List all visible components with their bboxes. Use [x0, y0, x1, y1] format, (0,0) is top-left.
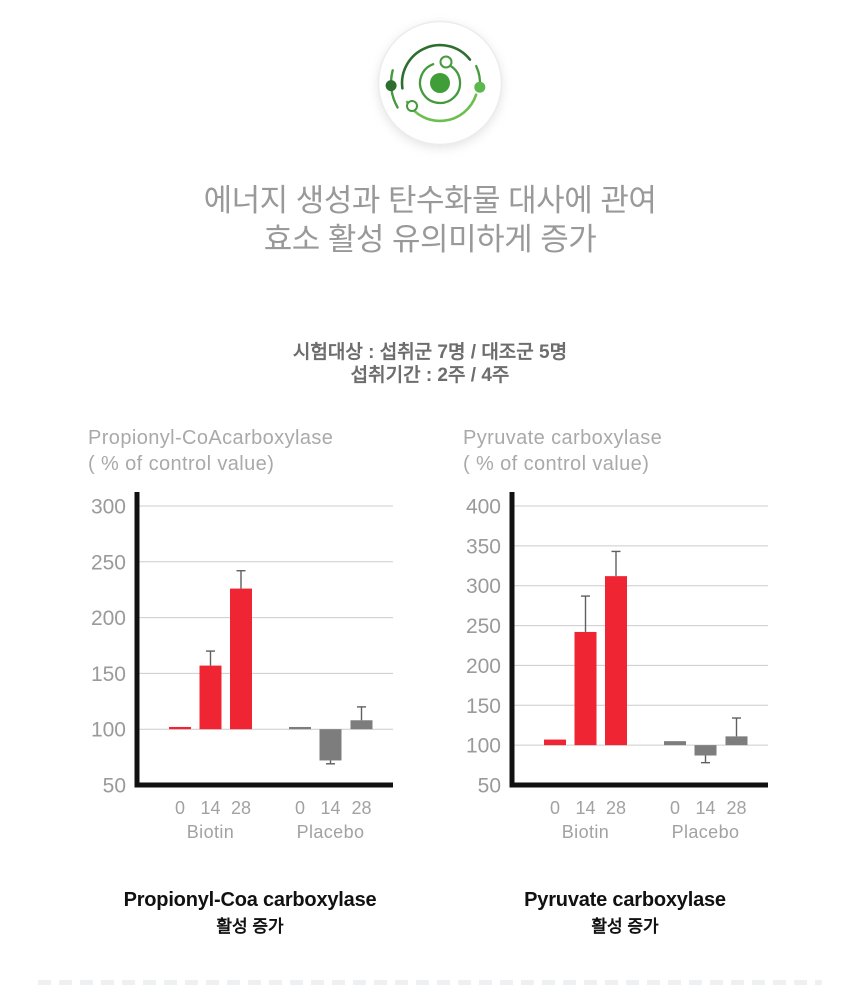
chart-title: Pyruvate carboxylase ( % of control valu… [463, 425, 662, 477]
bar-placebo-day28 [350, 720, 373, 730]
chart-title-text: Pyruvate carboxylase [463, 427, 663, 449]
x-tick-label: 0 [550, 798, 560, 818]
y-tick-label: 50 [103, 775, 126, 798]
chart-caption-main: Propionyl-Coa carboxylase [123, 889, 377, 911]
x-tick-label: 0 [295, 798, 305, 818]
group-label-placebo: Placebo [672, 822, 740, 842]
icon-electron-dark [385, 80, 397, 92]
chart-caption: Propionyl-Coa carboxylase 활성 증가 [85, 888, 415, 937]
chart-title-text: Propionyl-CoAcarboxylase [88, 427, 334, 449]
atom-orbit-icon-svg [377, 20, 503, 146]
bar-biotin-day28 [230, 588, 252, 730]
bar-placebo-day0 [664, 741, 686, 746]
icon-electron-light [474, 81, 486, 93]
chart-unit-label: ( % of control value) [463, 453, 650, 475]
page-title: 에너지 생성과 탄수화물 대사에 관여 효소 활성 유의미하게 증가 [0, 181, 860, 259]
bar-placebo-day14 [319, 729, 342, 761]
chart-caption: Pyruvate carboxylase 활성 증가 [460, 888, 790, 937]
bar-biotin-day14 [574, 631, 597, 746]
chart-pyruvate-carboxylase: Pyruvate carboxylase ( % of control valu… [460, 425, 790, 965]
bar-placebo-day0 [289, 726, 311, 730]
bar-placebo-day14 [694, 745, 717, 756]
chart-caption-sub: 활성 증가 [216, 917, 284, 936]
icon-nucleus-dot [430, 73, 450, 93]
y-tick-label: 50 [478, 775, 501, 798]
x-tick-label: 14 [200, 798, 220, 818]
chart-unit-label: ( % of control value) [88, 453, 275, 475]
y-tick-label: 250 [91, 551, 126, 574]
group-label-biotin: Biotin [187, 822, 234, 842]
chart-title: Propionyl-CoAcarboxylase ( % of control … [88, 425, 333, 477]
icon-orbit-arc-dark [400, 43, 472, 90]
group-label-biotin: Biotin [562, 822, 609, 842]
y-tick-label: 400 [466, 496, 501, 519]
cropped-next-section-strip [38, 980, 822, 985]
y-tick-label: 350 [466, 535, 501, 558]
bar-biotin-day0 [544, 739, 566, 746]
group-label-placebo: Placebo [297, 822, 365, 842]
y-tick-label: 100 [466, 735, 501, 758]
bar-biotin-day14 [199, 665, 222, 730]
x-tick-label: 28 [606, 798, 626, 818]
chart-caption-sub: 활성 증가 [591, 917, 659, 936]
y-tick-label: 100 [91, 719, 126, 742]
x-tick-label: 14 [695, 798, 715, 818]
x-tick-label: 14 [575, 798, 595, 818]
y-tick-label: 300 [466, 575, 501, 598]
atom-orbit-icon [376, 19, 504, 147]
y-tick-label: 150 [466, 695, 501, 718]
page-title-line1: 에너지 생성과 탄수화물 대사에 관여 [203, 183, 657, 218]
y-tick-label: 150 [91, 663, 126, 686]
x-tick-label: 14 [320, 798, 340, 818]
x-tick-label: 28 [351, 798, 371, 818]
study-period-text: 섭취기간 : 2주 / 4주 [350, 365, 510, 386]
chart-caption-main: Pyruvate carboxylase [524, 889, 726, 911]
y-tick-label: 250 [466, 615, 501, 638]
icon-electron-outline-bottom [406, 100, 418, 112]
study-info: 시험대상 : 섭취군 7명 / 대조군 5명 섭취기간 : 2주 / 4주 [0, 341, 860, 387]
y-tick-label: 300 [91, 496, 126, 519]
x-tick-label: 0 [670, 798, 680, 818]
icon-electron-outline-top [439, 55, 453, 69]
y-tick-label: 200 [91, 607, 126, 630]
chart-propionyl-coa-carboxylase: Propionyl-CoAcarboxylase ( % of control … [85, 425, 415, 965]
x-tick-label: 28 [726, 798, 746, 818]
icon-orbit-arc-inner [418, 63, 462, 105]
study-subjects-text: 시험대상 : 섭취군 7명 / 대조군 5명 [292, 342, 568, 363]
y-tick-label: 200 [466, 655, 501, 678]
x-tick-label: 0 [175, 798, 185, 818]
page-title-line2: 효소 활성 유의미하게 증가 [263, 222, 597, 257]
bar-biotin-day0 [169, 726, 191, 730]
x-tick-label: 28 [231, 798, 251, 818]
bar-biotin-day28 [605, 576, 627, 746]
bar-placebo-day28 [725, 736, 748, 746]
